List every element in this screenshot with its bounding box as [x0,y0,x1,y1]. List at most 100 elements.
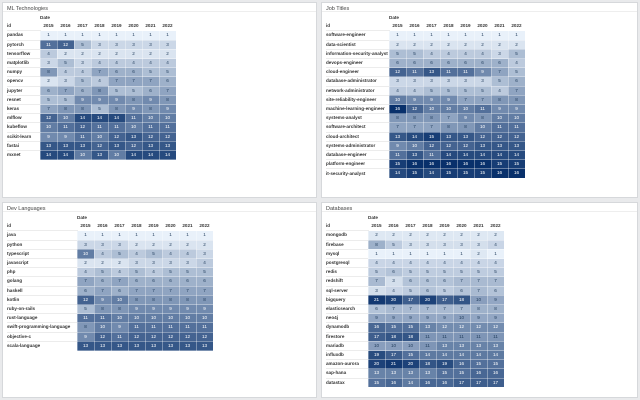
heatmap-cell: 12 [456,140,475,152]
heatmap-cell: 13 [384,368,403,379]
heatmap-cell: 15 [384,322,403,333]
heatmap-cell: 2 [56,48,75,60]
heatmap-cell: 2 [456,39,475,50]
heatmap-cell: 7 [93,285,112,296]
heatmap-row: software-architect 7 7 7 8 8 10 11 11 [326,122,526,133]
heatmap-cell: 6 [93,276,112,287]
heatmap-cell: 9 [435,313,454,324]
heatmap-cell: 4 [418,258,437,269]
heatmap-cell: 16 [490,168,509,179]
row-label: mysql [326,248,368,259]
column-caption: Date [368,215,378,220]
heatmap-cell: 7 [367,276,386,287]
heatmap-cell: 11 [107,122,126,133]
heatmap-cell: 3 [367,285,386,296]
heatmap-cell: 5 [195,267,214,278]
row-label: jupyter [7,85,40,96]
row-label: systems-analyst [326,113,389,123]
heatmap-cell: 8 [90,85,109,96]
heatmap-cell: 6 [418,276,437,287]
year-header: 2022 [490,223,501,229]
row-label: firebase [326,239,368,250]
heatmap-cell: 5 [76,304,95,315]
heatmap-cell: 7 [161,285,180,296]
heatmap-cell: 3 [144,258,163,269]
heatmap-cell: 17 [486,377,505,388]
heatmap-cell: 6 [507,76,526,87]
panel-title: Databases [322,203,637,212]
heatmap-cell: 4 [144,267,163,278]
heatmap-cell: 11 [195,322,214,333]
heatmap-row: network-administrator 4 4 5 5 5 5 4 7 [326,85,526,96]
heatmap-cell: 8 [124,94,143,106]
heatmap-row: data-scientist 2 2 2 2 2 2 2 2 [326,39,526,50]
row-label: haskell [7,285,77,296]
heatmap-row: javascript 2 2 2 3 3 3 3 4 [7,258,214,269]
heatmap-cell: 3 [401,239,420,250]
heatmap-cell: 14 [473,150,492,161]
row-label: keras [7,104,40,114]
heatmap-cell: 12 [473,131,492,142]
row-label: pytorch [7,39,40,50]
heatmap-cell: 1 [405,30,424,41]
heatmap-cell: 20 [384,294,403,306]
heatmap-cell: 7 [456,94,475,106]
heatmap-cell: 7 [469,285,488,296]
heatmap-cell: 4 [439,48,458,60]
heatmap-cell: 10 [439,104,458,115]
heatmap-cell: 6 [490,58,509,69]
row-header: id [326,223,331,229]
year-header: 2021 [182,223,193,229]
heatmap-cell: 1 [161,230,180,241]
row-label: php [7,267,77,277]
year-header: 2015 [392,23,403,29]
heatmap-cell: 2 [107,48,126,60]
row-label: golang [7,276,77,287]
heatmap-cell: 1 [56,30,75,41]
heatmap-cell: 7 [90,67,109,78]
heatmap-cell: 7 [422,122,441,133]
heatmap-cell: 6 [435,276,454,287]
heatmap-row: matplotlib 3 5 3 4 4 4 4 4 [7,58,177,69]
heatmap-cell: 8 [473,113,492,124]
heatmap-cell: 4 [73,67,92,78]
heatmap-cell: 13 [418,322,437,333]
heatmap-cell: 7 [439,113,458,124]
heatmap-cell: 4 [384,285,403,296]
row-label: ruby-on-rails [7,304,77,314]
heatmap-cell: 2 [90,48,109,60]
heatmap-row: systems-administrator 9 10 12 12 12 13 13 13 [326,140,526,152]
heatmap-cell: 10 [469,294,488,306]
heatmap-cell: 11 [418,340,437,352]
heatmap-cell: 5 [473,85,492,96]
corner-blank [7,214,77,222]
heatmap-cell: 2 [507,39,526,50]
heatmap-row: mxnet 14 14 10 13 10 14 14 14 [7,150,177,161]
heatmap-cell: 6 [452,285,471,296]
heatmap-cell: 5 [435,267,454,278]
heatmap-cell: 16 [435,377,454,388]
heatmap-cell: 2 [178,239,197,250]
heatmap-cell: 12 [178,331,197,342]
row-label: python [7,239,77,250]
heatmap-cell: 11 [490,122,509,133]
heatmap-cell: 6 [127,276,146,287]
heatmap-cell: 3 [90,39,109,50]
heatmap-cell: 12 [195,331,214,342]
year-header: 2020 [165,223,176,229]
heatmap-cell: 12 [90,140,109,152]
corner-blank [326,214,368,222]
heatmap-cell: 7 [110,276,129,287]
heatmap-cell: 5 [127,267,146,278]
heatmap-cell: 1 [73,30,92,41]
heatmap-row: python 3 3 3 2 2 2 2 2 [7,239,214,250]
heatmap-cell: 8 [76,322,95,333]
heatmap-cell: 1 [456,30,475,41]
heatmap-cell: 9 [39,131,58,142]
heatmap-cell: 13 [452,340,471,352]
heatmap-cell: 5 [39,94,58,106]
heatmap-cell: 13 [469,340,488,352]
heatmap-row: amazon-aurora 20 21 20 18 19 16 15 15 [326,359,505,370]
heatmap-cell: 2 [127,239,146,250]
heatmap-cell: 9 [144,304,163,315]
